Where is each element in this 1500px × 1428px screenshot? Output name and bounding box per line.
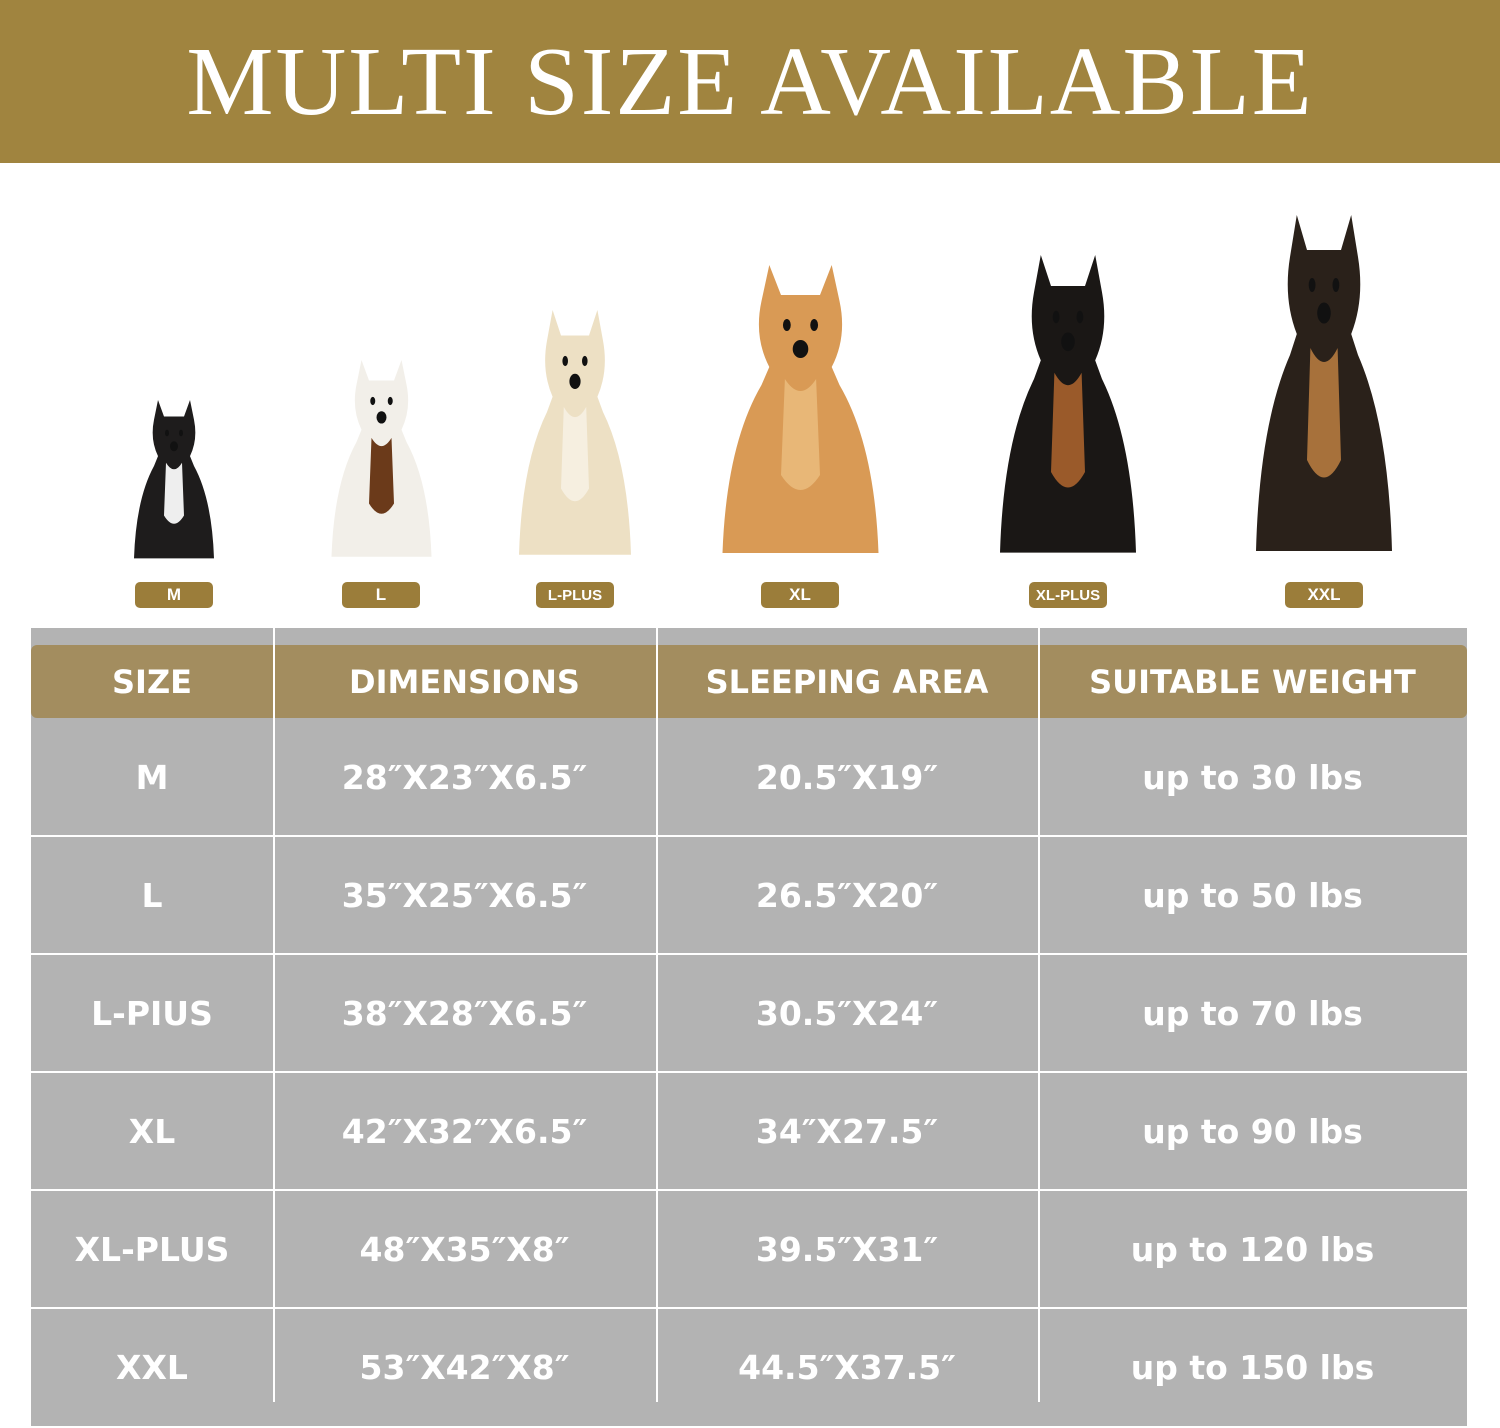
size-badge-l: L bbox=[342, 582, 420, 608]
cell-dimensions: 42″X32″X6.5″ bbox=[341, 1111, 588, 1151]
cell-dimensions: 38″X28″X6.5″ bbox=[341, 993, 588, 1033]
cell-dimensions: 48″X35″X8″ bbox=[359, 1229, 570, 1269]
header-suitable-weight: SUITABLE WEIGHT bbox=[1089, 662, 1416, 701]
doberman-dog-icon bbox=[1000, 255, 1136, 553]
cell-size: XL bbox=[128, 1111, 176, 1151]
column-divider bbox=[1038, 628, 1040, 1402]
size-badge-xl: XL bbox=[761, 582, 839, 608]
cell-size: L-PIUS bbox=[91, 993, 213, 1033]
column-divider bbox=[656, 628, 658, 1402]
header-dimensions: DIMENSIONS bbox=[349, 662, 580, 701]
cell-sleeping-area: 26.5″X20″ bbox=[755, 875, 939, 915]
size-badge-xxl: XXL bbox=[1285, 582, 1363, 608]
row-divider bbox=[31, 835, 1467, 837]
cell-sleeping-area: 39.5″X31″ bbox=[755, 1229, 939, 1269]
cell-sleeping-area: 34″X27.5″ bbox=[755, 1111, 939, 1151]
cell-suitable-weight: up to 90 lbs bbox=[1142, 1111, 1363, 1151]
cell-size: L bbox=[141, 875, 163, 915]
cell-dimensions: 35″X25″X6.5″ bbox=[341, 875, 588, 915]
cell-suitable-weight: up to 50 lbs bbox=[1142, 875, 1363, 915]
row-divider bbox=[31, 1189, 1467, 1191]
cell-sleeping-area: 44.5″X37.5″ bbox=[738, 1347, 956, 1387]
cell-sleeping-area: 30.5″X24″ bbox=[755, 993, 939, 1033]
golden-retriever-cream-dog-icon bbox=[519, 310, 631, 555]
row-divider bbox=[31, 1071, 1467, 1073]
cell-size: M bbox=[135, 757, 169, 797]
german-shepherd-dog-icon bbox=[1256, 215, 1392, 551]
page-title: MULTI SIZE AVAILABLE bbox=[186, 27, 1314, 136]
cell-sleeping-area: 20.5″X19″ bbox=[755, 757, 939, 797]
row-divider bbox=[31, 1307, 1467, 1309]
size-badge-xl-plus: XL-PLUS bbox=[1029, 582, 1107, 608]
row-divider bbox=[31, 953, 1467, 955]
header-size: SIZE bbox=[111, 662, 192, 701]
size-table: SIZE DIMENSIONS SLEEPING AREA SUITABLE WEIG… bbox=[31, 628, 1467, 1426]
golden-retriever-dog-icon bbox=[722, 265, 878, 553]
cell-dimensions: 28″X23″X6.5″ bbox=[341, 757, 588, 797]
column-divider bbox=[273, 628, 275, 1402]
cell-suitable-weight: up to 120 lbs bbox=[1130, 1229, 1375, 1269]
table-header bbox=[31, 645, 1467, 718]
cell-size: XL-PLUS bbox=[74, 1229, 230, 1269]
beagle-dog-icon bbox=[331, 360, 431, 557]
size-badge-l-plus: L-PLUS bbox=[536, 582, 614, 608]
french-bulldog-dog-icon bbox=[134, 400, 214, 559]
cell-suitable-weight: up to 150 lbs bbox=[1130, 1347, 1375, 1387]
cell-size: XXL bbox=[116, 1347, 188, 1387]
header-sleeping-area: SLEEPING AREA bbox=[705, 662, 989, 701]
size-badge-m: M bbox=[135, 582, 213, 608]
cell-suitable-weight: up to 30 lbs bbox=[1142, 757, 1363, 797]
cell-dimensions: 53″X42″X8″ bbox=[359, 1347, 570, 1387]
cell-suitable-weight: up to 70 lbs bbox=[1142, 993, 1363, 1033]
title-banner: MULTI SIZE AVAILABLE bbox=[0, 0, 1500, 163]
